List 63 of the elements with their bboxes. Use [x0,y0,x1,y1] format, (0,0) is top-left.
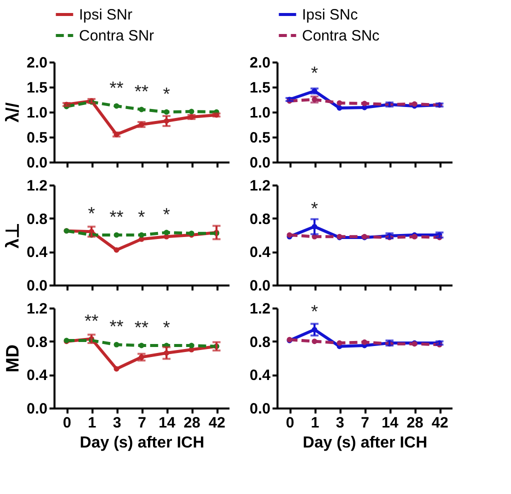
annotation: ** [109,207,124,227]
legend-label: Ipsi SNr [79,6,132,24]
y-tick-label: 0.0 [26,154,48,172]
x-tick-label: 3 [336,414,344,432]
legend-label: Contra SNr [79,28,154,44]
y-tick-label: 0.4 [26,367,48,384]
annotation: ** [134,318,149,338]
y-tick-label: 0.8 [250,210,270,228]
annotation: ** [109,78,124,98]
y-tick-label: 1.2 [250,300,270,318]
x-tick-label: 7 [138,414,146,432]
x-tick-label: 14 [382,414,399,432]
y-tick-label: 0.8 [26,334,48,351]
x-tick-label: 42 [208,414,226,432]
y-tick-label: 0.5 [26,130,48,146]
x-axis-title: Day (s) after ICH [80,434,204,452]
y-tick-label: 0.4 [250,244,272,262]
y-tick-label: 0.0 [26,278,48,294]
x-tick-label: 14 [158,414,176,432]
y-tick-label: 0.8 [250,334,270,351]
y-tick-label: 2.0 [250,54,270,72]
y-tick-label: 1.5 [250,80,270,96]
y-tick-label: 1.0 [250,104,270,122]
y-tick-label: 1.2 [250,178,270,194]
x-tick-label: 7 [360,414,370,432]
y-axis-title: λ⊥ [2,222,23,249]
legend-label: Ipsi SNc [302,6,358,24]
y-axis-title: λ// [2,102,23,123]
y-tick-label: 0.5 [250,130,270,146]
x-tick-label: 28 [406,414,424,432]
annotation: ** [109,316,124,337]
x-tick-label: 1 [88,414,96,432]
annotation: * [310,63,318,83]
annotation: * [162,204,170,224]
x-tick-label: 0 [286,414,294,432]
x-tick-label: 3 [112,414,122,432]
annotation: * [310,198,318,219]
x-tick-label: 42 [432,414,448,432]
y-tick-label: 1.2 [26,300,48,318]
annotation: * [310,302,318,322]
x-tick-label: 28 [184,414,200,432]
y-tick-label: 1.0 [26,104,48,122]
annotation: ** [134,82,149,102]
y-tick-label: 2.0 [26,54,48,72]
y-tick-label: 0.8 [26,210,48,228]
annotation: ** [84,310,99,331]
annotation: * [138,207,146,227]
y-tick-label: 0.0 [250,400,270,418]
y-axis-title: MD [2,344,23,372]
y-tick-label: 0.0 [26,400,48,418]
y-tick-label: 1.5 [26,80,48,96]
legend-label: Contra SNc [302,28,380,44]
y-tick-label: 0.0 [250,278,270,294]
y-tick-label: 1.2 [26,178,48,194]
x-tick-label: 0 [62,414,72,432]
y-tick-label: 0.4 [26,244,48,262]
y-tick-label: 0.4 [250,367,272,384]
x-axis-title: Day (s) after ICH [302,434,428,452]
x-tick-label: 1 [310,414,320,432]
annotation: * [88,204,96,224]
annotation: * [162,84,170,104]
annotation: * [162,318,170,338]
y-tick-label: 0.0 [250,154,270,172]
